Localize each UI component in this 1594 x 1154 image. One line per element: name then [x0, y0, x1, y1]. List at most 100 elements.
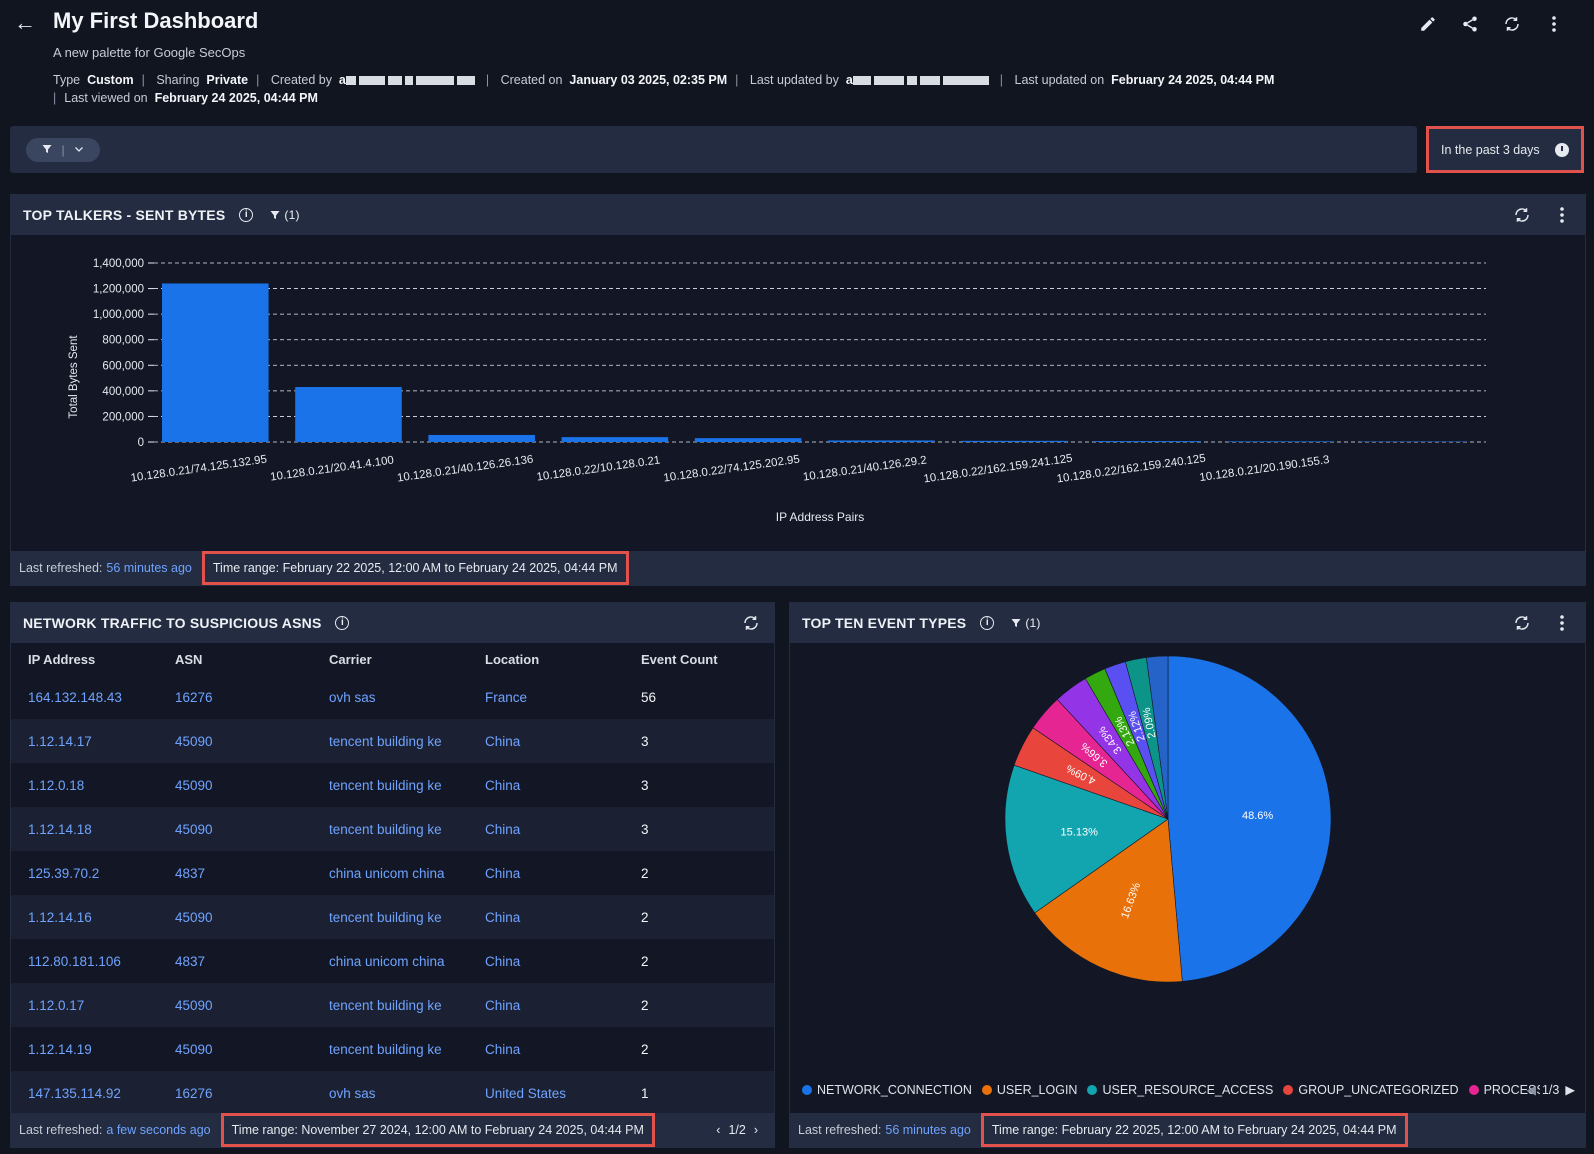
refresh-icon[interactable] [742, 614, 760, 632]
ip-address-cell[interactable]: 1.12.14.18 [11, 807, 175, 851]
asn-cell[interactable]: 45090 [175, 983, 329, 1027]
asn-cell[interactable]: 45090 [175, 777, 213, 793]
chevron-left-icon[interactable]: ◀ [1526, 1083, 1536, 1097]
legend-swatch [1087, 1085, 1098, 1095]
info-icon[interactable]: i [239, 208, 254, 222]
last-refreshed-label: Last refreshed: [798, 1123, 882, 1137]
chevron-right-icon[interactable]: ▶ [1565, 1083, 1575, 1097]
asn-cell[interactable]: 45090 [175, 719, 329, 763]
filter-count[interactable]: (1) [269, 208, 299, 222]
refresh-icon[interactable] [1513, 614, 1531, 632]
asn-cell[interactable]: 45090 [175, 1041, 213, 1057]
table-pager: ‹ 1/2 › [716, 1113, 758, 1147]
more-vert-icon[interactable] [1544, 14, 1564, 34]
asn-cell[interactable]: 4837 [175, 953, 206, 969]
y-tick-label: 1,200,000 [93, 284, 144, 296]
ip-address-cell[interactable]: 1.12.14.17 [11, 719, 175, 763]
location-cell[interactable]: China [485, 953, 521, 969]
carrier-cell[interactable]: tencent building ke [329, 719, 485, 763]
asn-cell[interactable]: 4837 [175, 865, 206, 881]
more-vert-icon[interactable] [1553, 614, 1571, 632]
carrier-cell[interactable]: china unicom china [329, 865, 445, 881]
asn-cell[interactable]: 16276 [175, 1071, 329, 1113]
legend-item[interactable]: NETWORK_CONNECTION [802, 1083, 972, 1097]
carrier-cell[interactable]: tencent building ke [329, 1041, 442, 1057]
ip-address-cell[interactable]: 1.12.14.19 [28, 1041, 92, 1057]
table-row: 1.12.14.17 45090 tencent building ke China 3 [11, 719, 774, 763]
table-row: 112.80.181.106 4837 china unicom china Chin… [11, 939, 774, 983]
legend-pager: ◀ 1/3 ▶ [1526, 1082, 1575, 1098]
asn-cell[interactable]: 45090 [175, 895, 329, 939]
pie-slice [1167, 655, 1332, 982]
page-subtitle: A new palette for Google SecOps [53, 45, 246, 60]
carrier-cell[interactable]: tencent building ke [329, 807, 485, 851]
info-icon[interactable]: i [335, 616, 350, 630]
column-header[interactable]: IP Address [28, 651, 96, 667]
location-cell[interactable]: China [485, 983, 641, 1027]
x-tick-label: 10.128.0.22/74.125.202.95 [663, 454, 801, 485]
ip-address-cell[interactable]: 1.12.14.16 [11, 895, 175, 939]
location-cell[interactable]: China [485, 807, 641, 851]
info-icon[interactable]: i [980, 616, 995, 630]
legend-item[interactable]: USER_LOGIN [981, 1083, 1077, 1097]
last-refreshed-link[interactable]: 56 minutes ago [885, 1123, 971, 1137]
bar [828, 440, 935, 442]
chevron-right-icon[interactable]: › [753, 1123, 758, 1137]
carrier-cell[interactable]: tencent building ke [329, 895, 485, 939]
legend-label: PROCESS [1483, 1083, 1540, 1097]
last-refreshed-label: Last refreshed: [19, 561, 103, 575]
edit-icon[interactable] [1418, 14, 1438, 34]
location-cell[interactable]: China [485, 1041, 521, 1057]
filter-dropdown-button[interactable]: | [26, 138, 100, 162]
share-icon[interactable] [1460, 14, 1480, 34]
filter-count-label: (1) [1025, 616, 1041, 630]
location-cell[interactable]: China [485, 777, 521, 793]
event-count-cell: 2 [641, 953, 649, 969]
back-arrow-icon[interactable]: ← [14, 10, 36, 35]
type-value: Custom [87, 73, 134, 87]
bar [162, 283, 269, 442]
location-cell[interactable]: China [485, 895, 641, 939]
ip-address-cell[interactable]: 112.80.181.106 [28, 953, 121, 969]
refresh-icon[interactable] [1513, 206, 1531, 224]
created-on-value: January 03 2025, 02:35 PM [569, 73, 728, 87]
legend-item[interactable]: PROCESS [1468, 1083, 1540, 1097]
last-refreshed-link[interactable]: a few seconds ago [106, 1123, 211, 1137]
column-header[interactable]: Event Count [641, 651, 718, 667]
ip-address-cell[interactable]: 1.12.0.17 [11, 983, 175, 1027]
panel-title: NETWORK TRAFFIC TO SUSPICIOUS ASNS [23, 615, 322, 631]
location-cell[interactable]: United States [485, 1071, 641, 1113]
carrier-cell[interactable]: tencent building ke [329, 777, 442, 793]
location-cell[interactable]: China [485, 865, 521, 881]
table-row: 1.12.14.19 45090 tencent building ke China 2 [11, 1027, 774, 1071]
column-header[interactable]: ASN [175, 651, 203, 667]
legend-label: NETWORK_CONNECTION [817, 1083, 972, 1097]
carrier-cell[interactable]: ovh sas [329, 1071, 485, 1113]
time-range-label: Time range: February 22 2025, 12:00 AM t… [201, 551, 629, 585]
column-header[interactable]: Location [485, 651, 540, 667]
ip-address-cell[interactable]: 147.135.114.92 [11, 1071, 175, 1113]
ip-address-cell[interactable]: 125.39.70.2 [28, 865, 100, 881]
carrier-cell[interactable]: tencent building ke [329, 983, 485, 1027]
ip-address-cell[interactable]: 1.12.0.18 [28, 777, 85, 793]
asn-cell[interactable]: 16276 [175, 689, 213, 705]
column-header[interactable]: Carrier [329, 651, 372, 667]
last-refreshed-link[interactable]: 56 minutes ago [106, 561, 192, 575]
type-label: Type [53, 73, 81, 87]
carrier-cell[interactable]: ovh sas [329, 689, 376, 705]
refresh-icon[interactable] [1502, 14, 1522, 34]
carrier-cell[interactable]: china unicom china [329, 953, 445, 969]
legend-item[interactable]: GROUP_UNCATEGORIZED [1283, 1083, 1459, 1097]
bar [295, 387, 402, 442]
location-cell[interactable]: France [485, 689, 528, 705]
bar [561, 437, 669, 442]
location-cell[interactable]: China [485, 719, 641, 763]
chevron-left-icon[interactable]: ‹ [716, 1123, 721, 1137]
filter-count[interactable]: (1) [1010, 616, 1040, 630]
more-vert-icon[interactable] [1553, 206, 1571, 224]
asn-cell[interactable]: 45090 [175, 807, 329, 851]
redacted-user: a [846, 73, 992, 87]
time-range-selector[interactable]: In the past 3 days [1426, 126, 1584, 173]
legend-item[interactable]: USER_RESOURCE_ACCESS [1087, 1083, 1273, 1097]
ip-address-cell[interactable]: 164.132.148.43 [28, 689, 122, 705]
